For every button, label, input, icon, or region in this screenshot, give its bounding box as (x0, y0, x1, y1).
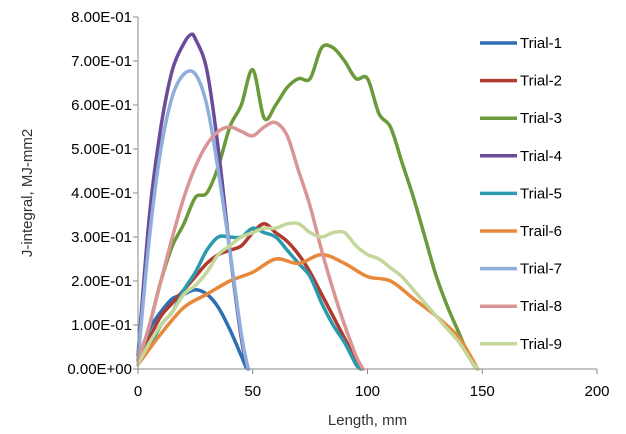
x-tick-label: 0 (134, 383, 142, 400)
series-line-trial-1 (136, 288, 250, 371)
series-line-trial-7 (136, 69, 250, 371)
y-axis-title: J-integral, MJ-mm2 (19, 129, 36, 257)
legend-label-trial-5: Trial-5 (520, 185, 562, 202)
y-tick-label: 6.00E-01 (71, 97, 132, 114)
y-tick-label: 8.00E-01 (71, 9, 132, 26)
series-line-trial-3 (136, 43, 480, 371)
legend-label-trial-9: Trial-9 (520, 336, 562, 353)
y-tick-label: 7.00E-01 (71, 53, 132, 70)
y-tick-label: 0.00E+00 (67, 361, 132, 378)
axes: 0.00E+00 1.00E-01 2.00E-01 3.00E-01 4.00E-01… (67, 9, 609, 400)
legend-label-trial-2: Trial-2 (520, 73, 562, 90)
y-tick-label: 4.00E-01 (71, 185, 132, 202)
legend-label-trial-1: Trial-1 (520, 35, 562, 52)
legend-label-trial-3: Trial-3 (520, 110, 562, 127)
x-tick-label: 100 (355, 383, 380, 400)
legend-label-trial-4: Trial-4 (520, 148, 562, 165)
y-tick-label: 5.00E-01 (71, 141, 132, 158)
series-line-trial-8 (136, 120, 365, 371)
y-tick-label: 1.00E-01 (71, 317, 132, 334)
plot-area (136, 32, 480, 371)
legend-label-trail-6: Trail-6 (520, 223, 562, 240)
legend: Trial-1 Trial-2 Trial-3 Trial-4 Trial-5 Trail… (480, 35, 562, 353)
legend-label-trial-7: Trial-7 (520, 261, 562, 278)
x-tick-label: 50 (244, 383, 261, 400)
y-tick-label: 2.00E-01 (71, 273, 132, 290)
y-tick-label: 3.00E-01 (71, 229, 132, 246)
legend-label-trial-8: Trial-8 (520, 298, 562, 315)
series-line-trail-6 (136, 252, 480, 371)
x-tick-label: 200 (584, 383, 609, 400)
x-tick-label: 150 (470, 383, 495, 400)
series-line-trial-9 (136, 221, 480, 371)
x-axis-title: Length, mm (328, 412, 407, 429)
